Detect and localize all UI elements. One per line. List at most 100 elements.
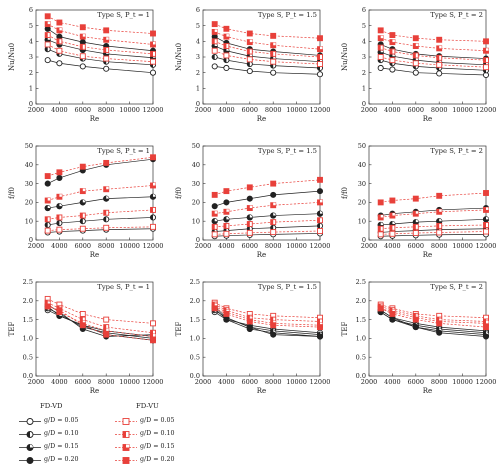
data-point — [103, 65, 110, 72]
data-point-notch — [320, 46, 323, 50]
series — [44, 57, 157, 76]
y-tick-label: 40 — [25, 161, 33, 169]
y-tick-label: 30 — [358, 180, 366, 188]
x-tick-label: 10000 — [452, 378, 473, 386]
data-point — [317, 176, 323, 183]
data-point-notch — [214, 303, 218, 307]
series — [211, 21, 323, 42]
y-tick-label: 0 — [196, 236, 200, 244]
chart-panel: 2000 4000 6000 8000 10000 12000 0.0 0.5 1.0 1.5 2.… — [175, 278, 330, 395]
chart-panel: 2000 4000 6000 8000 10000 12000 0 10 20 30 40 50 Re f… — [175, 142, 330, 259]
series-line — [380, 309, 487, 337]
legend-item-label: g/D = 0.05 — [140, 417, 175, 424]
data-point-fill — [378, 45, 381, 51]
legend-item-label: g/D = 0.15 — [140, 443, 175, 450]
data-point — [246, 318, 253, 325]
data-point-fill — [317, 318, 320, 324]
data-point-fill — [317, 223, 320, 229]
series-line — [47, 23, 154, 45]
data-point — [436, 329, 443, 336]
x-tick-label: 6000 — [408, 106, 425, 114]
data-point-notch — [486, 207, 489, 210]
square-half-icon — [115, 431, 137, 438]
data-point — [44, 303, 51, 310]
series — [211, 188, 324, 210]
data-point-notch — [273, 320, 276, 324]
series — [44, 13, 156, 37]
data-point-notch — [415, 219, 419, 223]
legend-group-title: FD-VU — [136, 402, 159, 410]
series-line — [214, 225, 321, 232]
data-point-notch — [392, 213, 395, 216]
y-tick-label: 20 — [192, 199, 200, 207]
data-point — [389, 57, 396, 64]
y-tick-label: 2.0 — [356, 297, 366, 305]
series-line — [380, 218, 487, 226]
data-point — [150, 58, 156, 65]
data-point-fill — [483, 222, 486, 228]
data-point — [103, 55, 110, 62]
series — [44, 182, 156, 204]
legend-item: g/D = 0.05 — [18, 416, 118, 427]
series-line — [214, 66, 321, 75]
data-point — [223, 64, 230, 72]
data-point-notch — [392, 39, 395, 43]
y-tick-label: 40 — [358, 161, 366, 169]
series — [377, 190, 489, 206]
data-point-fill — [389, 225, 393, 231]
data-point — [56, 307, 63, 314]
data-point-notch — [320, 211, 323, 214]
data-point-fill — [103, 216, 107, 222]
data-point — [150, 223, 156, 230]
data-point — [377, 64, 384, 72]
data-point-fill — [223, 223, 227, 229]
panel-title: Type S, P_t = 2 — [430, 11, 483, 19]
series-line — [47, 304, 154, 337]
y-tick-label: 6 — [29, 6, 33, 14]
x-tick-label: 8000 — [98, 378, 115, 386]
circle-half-icon — [19, 431, 41, 438]
data-point — [246, 68, 253, 75]
y-axis-label: f/f0 — [8, 187, 16, 199]
chart-panel: 2000 4000 6000 8000 10000 12000 0 10 20 30 40 50 Re f… — [8, 142, 163, 259]
x-tick-label: 12000 — [476, 106, 497, 114]
series-line — [47, 59, 154, 74]
data-point-notch — [380, 214, 384, 218]
data-point — [103, 316, 110, 323]
series-line — [214, 190, 321, 207]
data-point-notch — [82, 188, 86, 192]
x-tick-label: 4000 — [384, 378, 401, 386]
y-tick-label: 2.5 — [190, 278, 200, 286]
data-point — [223, 199, 230, 206]
data-point — [389, 66, 396, 73]
data-point — [317, 324, 323, 331]
data-point-notch — [82, 199, 86, 203]
data-point — [436, 229, 443, 236]
data-point — [270, 322, 277, 329]
y-axis-label: f/f0 — [341, 187, 349, 199]
x-tick-label: 12000 — [310, 378, 331, 386]
x-tick-label: 10000 — [452, 242, 473, 250]
data-point-fill — [103, 210, 107, 216]
data-point — [436, 320, 443, 327]
series-line — [380, 231, 487, 235]
x-tick-label: 6000 — [242, 242, 259, 250]
y-tick-label: 5 — [29, 22, 33, 30]
legend-item: g/D = 0.10 — [114, 429, 214, 440]
y-tick-label: 1.0 — [23, 335, 33, 343]
data-point — [316, 71, 324, 78]
data-point — [211, 305, 218, 312]
x-tick-label: 10000 — [286, 106, 307, 114]
data-point-fill — [80, 44, 83, 50]
data-point — [103, 159, 110, 166]
data-point-fill — [45, 32, 48, 38]
data-point-fill — [247, 221, 250, 227]
legend-item-label: g/D = 0.05 — [44, 417, 79, 424]
y-tick-label: 1.0 — [190, 335, 200, 343]
x-tick-label: 12000 — [143, 242, 164, 250]
series-line — [380, 234, 487, 237]
series-line — [380, 37, 487, 52]
data-point — [377, 305, 384, 312]
series — [44, 206, 156, 223]
y-tick-label: 30 — [25, 180, 33, 188]
